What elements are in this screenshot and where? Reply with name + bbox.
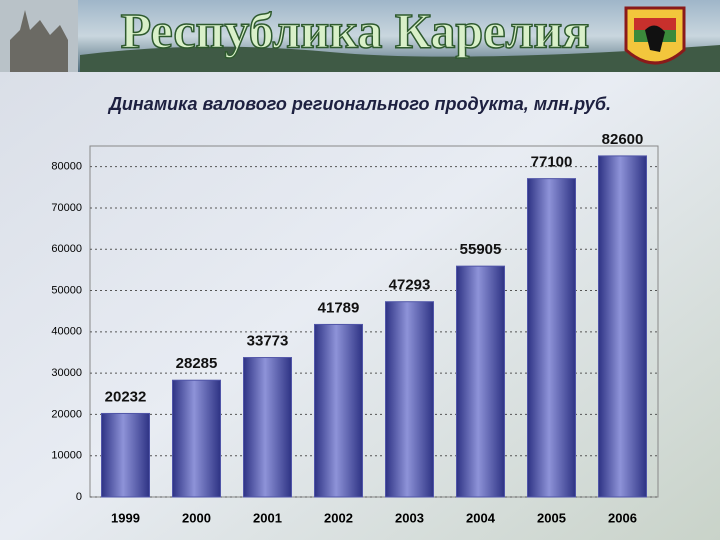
banner: Республика Карелия [0, 0, 720, 72]
y-tick-label: 50000 [51, 284, 82, 296]
x-tick-label: 2004 [466, 510, 496, 525]
bar [172, 379, 221, 498]
x-tick-label: 2001 [253, 510, 282, 525]
banner-title: Республика Карелия [121, 2, 590, 58]
bar [598, 155, 647, 498]
value-label: 77100 [531, 154, 573, 171]
x-tick-label: 1999 [111, 510, 140, 525]
value-label: 82600 [602, 131, 644, 148]
y-tick-label: 10000 [51, 450, 82, 462]
bar [527, 178, 576, 498]
x-tick-label: 2000 [182, 510, 211, 525]
y-tick-label: 20000 [51, 408, 82, 420]
bar [243, 357, 292, 498]
x-tick-label: 2003 [395, 510, 424, 525]
plot-frame [89, 145, 659, 498]
x-tick-label: 2006 [608, 510, 637, 525]
value-label: 55905 [460, 241, 502, 258]
bar [456, 265, 505, 498]
chart-title: Динамика валового регионального продукта… [107, 94, 611, 114]
x-tick-label: 2002 [324, 510, 353, 525]
value-label: 28285 [176, 355, 218, 372]
y-tick-label: 60000 [51, 243, 82, 255]
y-tick-label: 0 [76, 491, 82, 503]
y-tick-label: 80000 [51, 161, 82, 173]
value-label: 47293 [389, 277, 431, 294]
y-tick-label: 40000 [51, 326, 82, 338]
y-tick-label: 30000 [51, 367, 82, 379]
x-tick-label: 2005 [537, 510, 566, 525]
value-label: 20232 [105, 388, 147, 405]
value-label: 33773 [247, 333, 289, 350]
bar [314, 323, 363, 498]
value-label: 41789 [318, 299, 360, 316]
y-tick-label: 70000 [51, 202, 82, 214]
bar [101, 412, 150, 498]
bar [385, 301, 434, 498]
